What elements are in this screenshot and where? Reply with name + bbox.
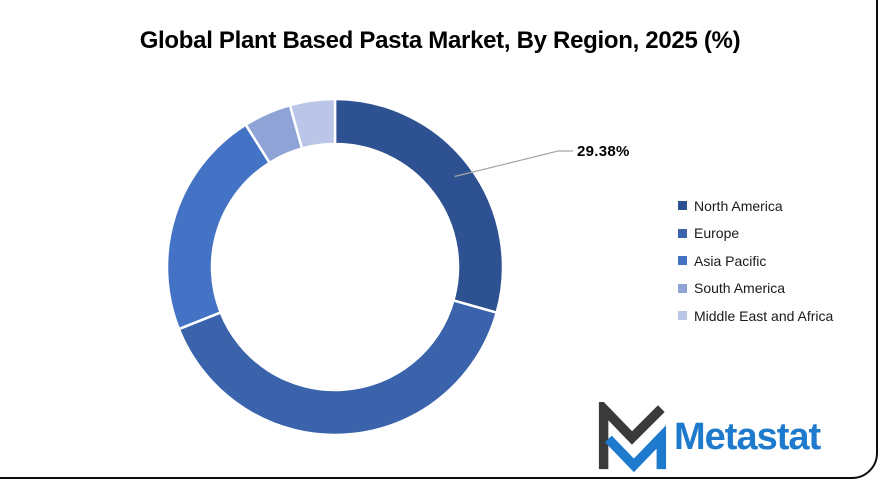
legend-item-europe: Europe bbox=[678, 220, 833, 248]
legend: North America Europe Asia Pacific South … bbox=[678, 192, 833, 330]
metastat-logo-icon bbox=[598, 402, 667, 472]
chart-title: Global Plant Based Pasta Market, By Regi… bbox=[139, 27, 741, 54]
slice-middle-east-and-africa bbox=[288, 97, 337, 151]
legend-marker-south-america bbox=[678, 283, 687, 293]
data-label: 29.38% bbox=[577, 143, 630, 160]
legend-label: Middle East and Africa bbox=[694, 307, 834, 324]
legend-label: Europe bbox=[694, 225, 740, 242]
metastat-logo: Metastat bbox=[596, 402, 821, 472]
slice-europe bbox=[177, 298, 499, 437]
legend-label: Asia Pacific bbox=[694, 252, 767, 269]
slice-north-america bbox=[333, 97, 505, 315]
legend-marker-europe bbox=[678, 228, 687, 238]
legend-label: North America bbox=[694, 197, 783, 214]
legend-marker-asia-pacific bbox=[678, 256, 687, 266]
leader-line bbox=[454, 150, 573, 178]
legend-item-asia-pacific: Asia Pacific bbox=[678, 247, 833, 275]
legend-item-north-america: North America bbox=[678, 192, 833, 220]
legend-marker-middle-east-and-africa bbox=[678, 311, 687, 321]
legend-marker-north-america bbox=[678, 201, 687, 211]
metastat-logo-text: Metastat bbox=[674, 415, 821, 458]
legend-label: South America bbox=[694, 280, 786, 297]
slice-asia-pacific bbox=[165, 122, 272, 331]
legend-item-middle-east-and-africa: Middle East and Africa bbox=[678, 302, 833, 330]
legend-item-south-america: South America bbox=[678, 275, 833, 303]
